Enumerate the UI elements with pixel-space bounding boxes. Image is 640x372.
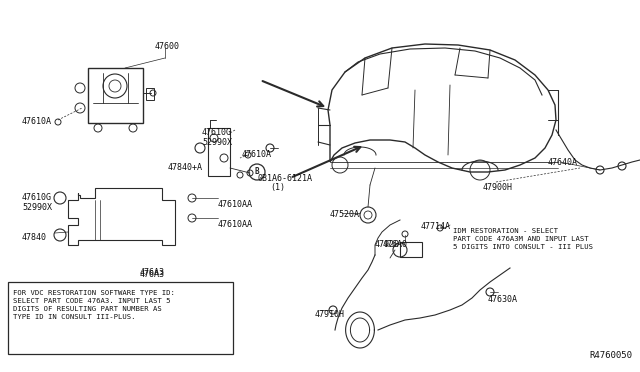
Text: 47610G: 47610G [202, 128, 232, 137]
Text: 47714A: 47714A [421, 222, 451, 231]
Text: 47600: 47600 [155, 42, 180, 51]
Text: IDM RESTORATION - SELECT
PART CODE 476A3M AND INPUT LAST
5 DIGITS INTO CONSULT -: IDM RESTORATION - SELECT PART CODE 476A3… [453, 228, 593, 250]
Bar [146, 88, 154, 100]
Text: 52990X: 52990X [202, 138, 232, 147]
Text: FOR VDC RESTORATION SOFTWARE TYPE ID:
SELECT PART CODE 476A3. INPUT LAST 5
DIGIT: FOR VDC RESTORATION SOFTWARE TYPE ID: SE… [13, 290, 175, 320]
Text: 47900H: 47900H [483, 183, 513, 192]
Text: 0B1A6-6121A: 0B1A6-6121A [258, 174, 313, 183]
Bar [208, 128, 230, 176]
Text: 47610AA: 47610AA [218, 200, 253, 209]
Text: (1): (1) [270, 183, 285, 192]
Bar [8, 282, 233, 354]
Text: B: B [255, 167, 259, 176]
Text: 47910H: 47910H [315, 310, 345, 319]
Text: 47630A: 47630A [488, 295, 518, 304]
Bar [88, 68, 143, 123]
Text: 47610A: 47610A [22, 117, 52, 126]
Bar [400, 242, 422, 257]
Text: 47610A: 47610A [242, 150, 272, 159]
Text: 476A3: 476A3 [140, 268, 165, 277]
Text: 476A0: 476A0 [383, 240, 408, 249]
Text: 47840+A: 47840+A [168, 163, 203, 172]
Text: 47920: 47920 [375, 240, 400, 249]
Text: 47610G: 47610G [22, 193, 52, 202]
Text: 476A3: 476A3 [140, 270, 165, 279]
Text: 47610AA: 47610AA [218, 220, 253, 229]
Text: 47840: 47840 [22, 233, 47, 242]
Text: 47520A: 47520A [330, 210, 360, 219]
Text: 52990X: 52990X [22, 203, 52, 212]
Text: R4760050: R4760050 [589, 351, 632, 360]
Text: 47640A: 47640A [548, 158, 578, 167]
